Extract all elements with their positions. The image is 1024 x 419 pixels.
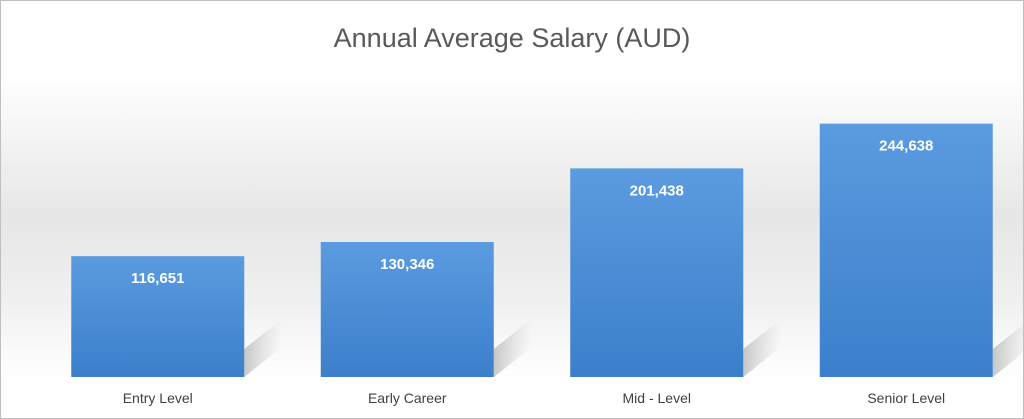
bars [71,123,993,377]
bar-shadow [244,319,283,377]
bar [819,123,993,377]
bar-shadows [244,319,1023,377]
bar-shadow [992,325,1023,377]
data-label: 201,438 [630,182,684,199]
category-labels: Entry Level Early Career Mid - Level Senior… [123,390,945,406]
bar-shadow [493,319,532,377]
data-label: 244,638 [879,138,933,155]
category-label: Senior Level [867,390,945,406]
bar [320,241,494,377]
category-label: Mid - Level [623,390,691,406]
category-label: Early Career [368,390,447,406]
data-label: 116,651 [131,270,184,287]
category-label: Entry Level [123,390,193,406]
data-label: 130,346 [380,256,434,273]
data-labels: 116,651 130,346 201,438 244,638 [131,138,933,288]
bar-shadow [743,319,782,377]
chart-title: Annual Average Salary (AUD) [334,23,691,53]
bar [570,168,744,377]
bar [71,256,245,377]
